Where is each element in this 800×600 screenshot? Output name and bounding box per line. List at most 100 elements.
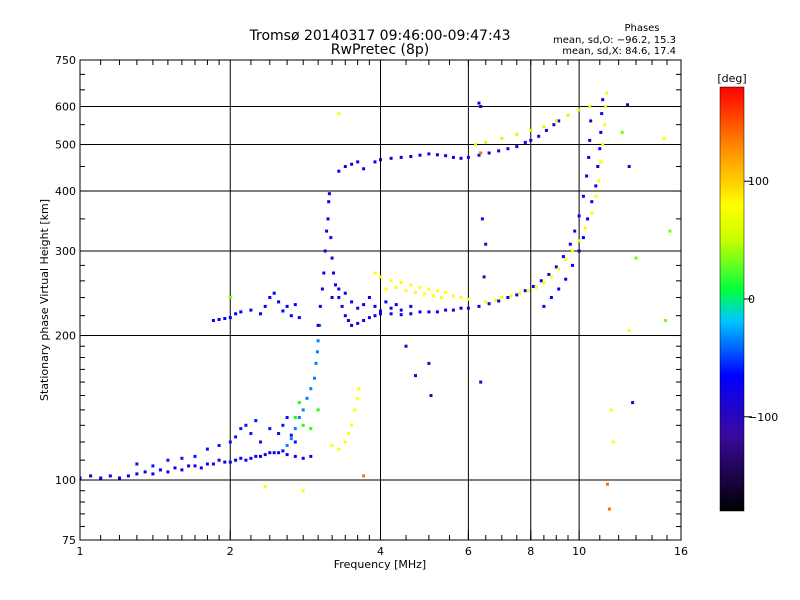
data-point xyxy=(367,316,371,320)
data-point xyxy=(571,263,574,267)
data-point xyxy=(544,128,548,132)
data-point xyxy=(500,296,504,299)
data-point xyxy=(151,472,155,476)
y-tick-label: 750 xyxy=(55,54,76,67)
data-point xyxy=(217,318,221,321)
data-point xyxy=(285,453,289,457)
colorbar: [deg] 100 0 −100 xyxy=(717,72,778,512)
data-point xyxy=(272,451,276,455)
data-point xyxy=(259,440,262,444)
data-point xyxy=(135,472,139,476)
data-point xyxy=(314,361,318,365)
data-point xyxy=(627,328,631,332)
data-point xyxy=(362,474,366,478)
data-point xyxy=(379,275,382,279)
data-point xyxy=(313,376,316,380)
data-point xyxy=(327,200,331,204)
data-point xyxy=(542,281,546,284)
data-point xyxy=(477,153,481,157)
data-point xyxy=(609,408,613,412)
data-point xyxy=(180,456,184,460)
data-point xyxy=(526,289,530,293)
data-point xyxy=(487,151,491,155)
data-point xyxy=(601,143,605,146)
data-point xyxy=(557,287,561,291)
data-point xyxy=(509,294,513,298)
data-point xyxy=(285,444,289,447)
data-point xyxy=(611,440,615,444)
data-point xyxy=(217,444,221,447)
phase-info-x-line: mean, sd,X: 84.6, 17.4 xyxy=(562,46,676,57)
x-tick-label: 1 xyxy=(77,545,84,558)
data-point xyxy=(343,165,347,168)
data-point xyxy=(293,416,297,419)
data-point xyxy=(444,308,448,312)
data-point xyxy=(254,454,258,458)
colorbar-tick-label: −100 xyxy=(748,411,778,424)
data-point xyxy=(118,476,121,480)
data-point xyxy=(414,290,417,294)
data-point xyxy=(297,401,301,405)
data-point xyxy=(561,255,565,259)
data-point xyxy=(293,440,297,444)
data-point xyxy=(427,310,431,314)
data-point xyxy=(515,293,519,297)
data-point xyxy=(362,319,366,322)
data-point xyxy=(584,226,587,230)
data-point xyxy=(228,460,232,464)
data-point xyxy=(588,105,592,108)
data-point xyxy=(234,312,238,316)
data-point xyxy=(337,287,341,291)
data-point xyxy=(244,458,248,462)
data-point xyxy=(268,427,272,431)
data-point xyxy=(254,419,258,423)
data-point xyxy=(590,211,594,215)
y-tick-label: 200 xyxy=(55,330,76,343)
data-points xyxy=(80,91,672,511)
data-point xyxy=(268,296,272,299)
data-point xyxy=(384,287,388,291)
data-point xyxy=(346,432,350,435)
y-tick-label: 600 xyxy=(55,101,76,114)
x-tick-label: 4 xyxy=(377,545,384,558)
data-point xyxy=(664,319,668,322)
y-tick-label: 300 xyxy=(55,245,76,258)
data-point xyxy=(234,458,238,462)
chart-subtitle: RwPretec (8p) xyxy=(331,42,429,58)
data-point xyxy=(320,287,324,291)
data-point xyxy=(297,416,301,419)
data-point xyxy=(497,149,501,153)
data-point xyxy=(293,427,297,431)
data-point xyxy=(603,123,607,127)
data-point xyxy=(589,119,593,123)
data-point xyxy=(301,456,305,460)
data-point xyxy=(577,108,581,112)
data-point xyxy=(205,462,209,466)
data-point xyxy=(309,427,313,431)
data-point xyxy=(281,309,285,313)
data-point xyxy=(506,147,510,151)
data-point xyxy=(577,249,581,253)
data-point xyxy=(429,394,433,397)
data-point xyxy=(166,458,170,462)
data-point xyxy=(427,361,431,365)
data-point xyxy=(199,466,203,470)
data-point xyxy=(337,447,341,451)
data-point xyxy=(379,158,382,162)
data-point xyxy=(211,319,215,322)
colorbar-ticks: 100 0 −100 xyxy=(744,175,778,424)
data-point xyxy=(587,155,591,159)
colorbar-gradient xyxy=(719,86,745,512)
data-point xyxy=(277,300,281,304)
data-point xyxy=(404,289,408,293)
y-axis-label: Stationary phase Virtual Height [km] xyxy=(38,199,51,401)
data-point xyxy=(539,279,543,283)
data-point xyxy=(330,444,334,447)
data-point xyxy=(466,155,470,159)
data-point xyxy=(554,119,558,123)
x-tick-label: 10 xyxy=(572,545,586,558)
data-point xyxy=(316,339,320,343)
phase-info-block: Phases mean, sd,O: −96.2, 15.3 mean, sd,… xyxy=(553,23,676,57)
data-point xyxy=(193,464,197,468)
data-point xyxy=(466,297,470,301)
